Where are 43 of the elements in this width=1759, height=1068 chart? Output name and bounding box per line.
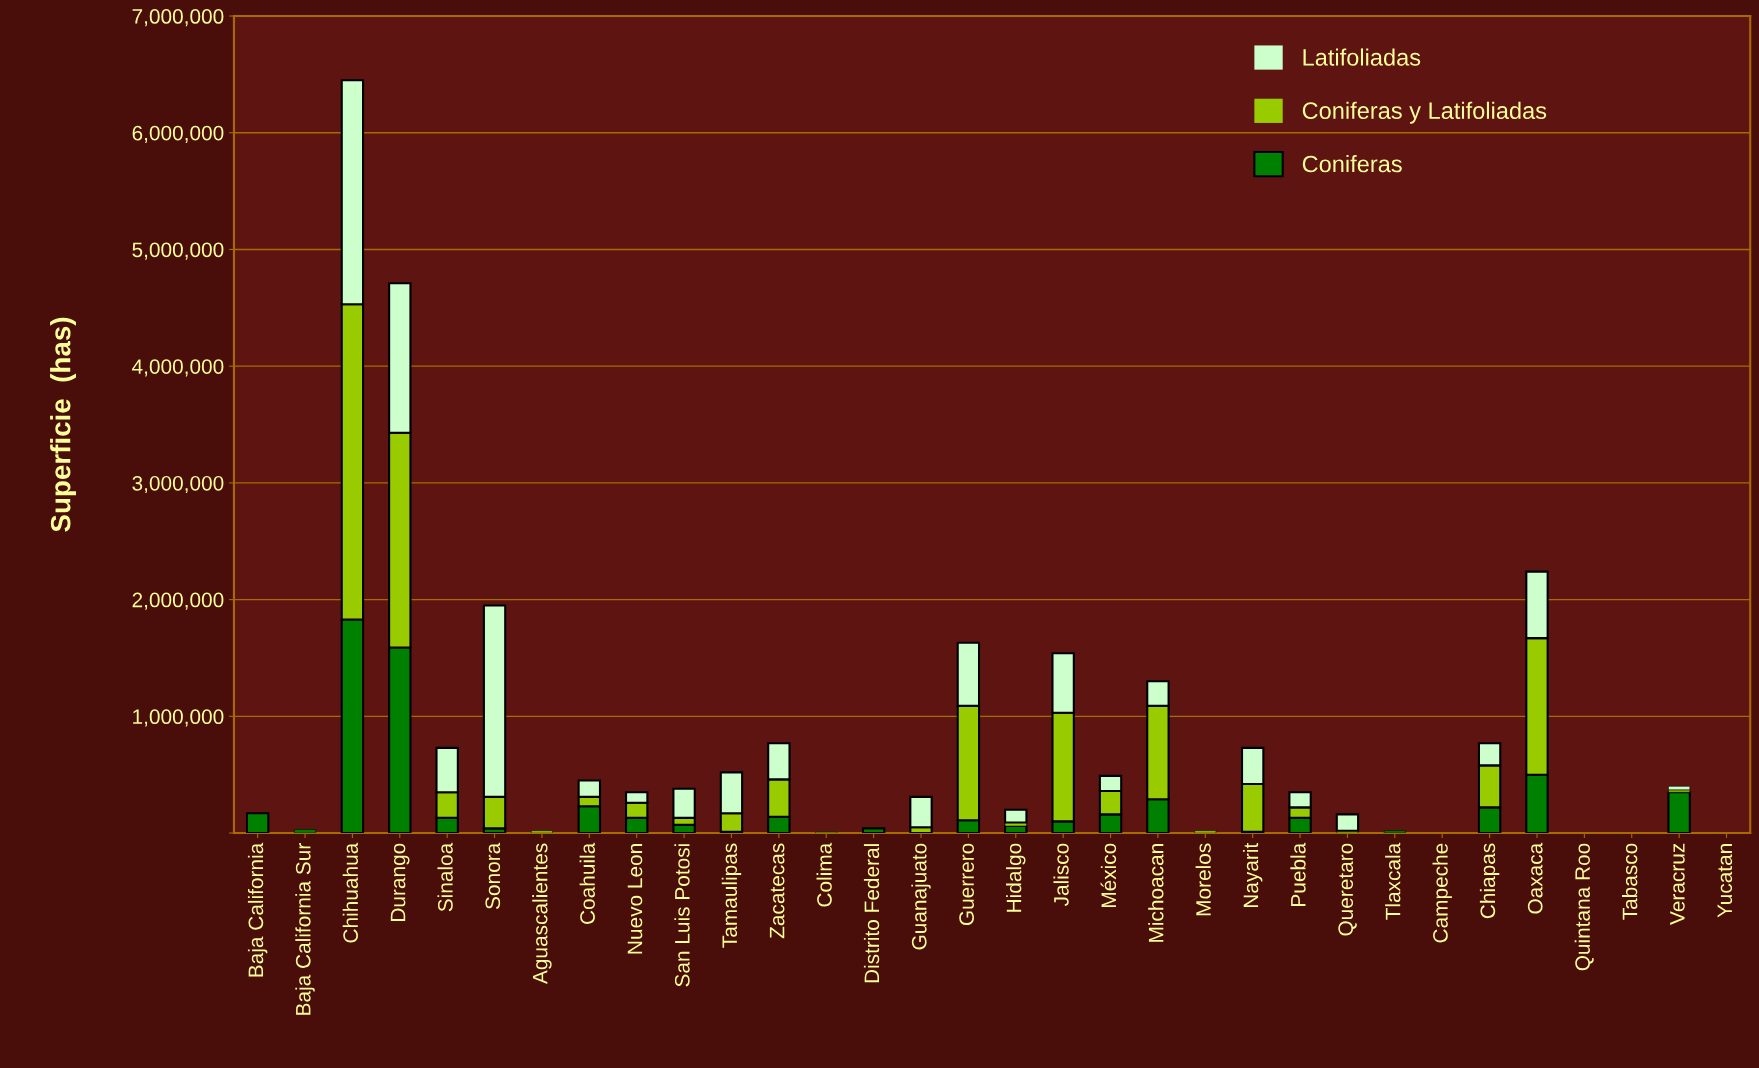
x-tick-label: Tamaulipas	[721, 843, 742, 948]
y-tick-label: 1,000,000	[133, 709, 224, 727]
x-tick-label: Puebla	[1290, 842, 1306, 906]
x-tick-label: Guanajuato	[911, 843, 931, 950]
x-tick-label: Oaxaca	[1527, 842, 1543, 914]
legend-label: Coniferas y Latifoliadas	[1302, 101, 1547, 124]
legend-label: Latifoliadas	[1303, 48, 1421, 66]
x-tick-label: Baja California	[247, 842, 268, 977]
y-tick-label: 2,000,000	[132, 592, 224, 610]
x-tick-label: Veracruz	[1670, 843, 1685, 925]
x-tick-label: Jalisco	[1053, 843, 1069, 907]
y-tick-label: 7,000,000	[132, 9, 224, 27]
x-tick-label: Sonora	[485, 842, 501, 909]
x-tick-label: Zacatecas	[769, 843, 785, 939]
x-tick-label: Baja California Sur	[295, 843, 315, 1015]
x-tick-label: Nuevo Leon	[627, 844, 643, 954]
x-tick-label: Coahuila	[579, 842, 595, 924]
x-tick-label: Guerrero	[959, 843, 974, 926]
x-tick-label: México	[1100, 843, 1117, 908]
x-tick-label: Distrito Federal	[863, 844, 880, 983]
x-tick-label: Colima	[816, 842, 832, 907]
y-axis-title: Superficie (has)	[50, 317, 76, 532]
x-tick-label: Durango	[390, 843, 410, 921]
x-tick-label: Queretaro	[1338, 843, 1357, 936]
x-tick-label: Tlaxcala	[1385, 842, 1401, 920]
x-tick-label: Campeche	[1432, 843, 1452, 943]
y-tick-label: 3,000,000	[132, 475, 224, 494]
x-tick-label: Hidalgo	[1006, 843, 1026, 912]
x-tick-label: Chiapas	[1479, 843, 1500, 919]
x-tick-label: Yucatan	[1717, 844, 1733, 918]
legend-label: Coniferas	[1302, 155, 1402, 173]
y-tick-label: 5,000,000	[132, 242, 224, 260]
x-tick-label: Aguascalientes	[532, 843, 552, 985]
x-tick-label: Sinaloa	[437, 842, 453, 912]
x-tick-label: Morelos	[1195, 843, 1211, 916]
y-tick-label: 6,000,000	[132, 125, 224, 143]
x-tick-label: Michoacan	[1148, 844, 1164, 942]
y-tick-label: 4,000,000	[132, 359, 224, 377]
x-tick-label: Chihuahua	[342, 842, 358, 943]
x-tick-label: Tabasco	[1622, 843, 1638, 920]
x-tick-label: Quintana Roo	[1574, 843, 1594, 971]
x-tick-label: Nayarit	[1242, 842, 1263, 908]
x-tick-label: San Luis Potosi	[674, 844, 690, 987]
